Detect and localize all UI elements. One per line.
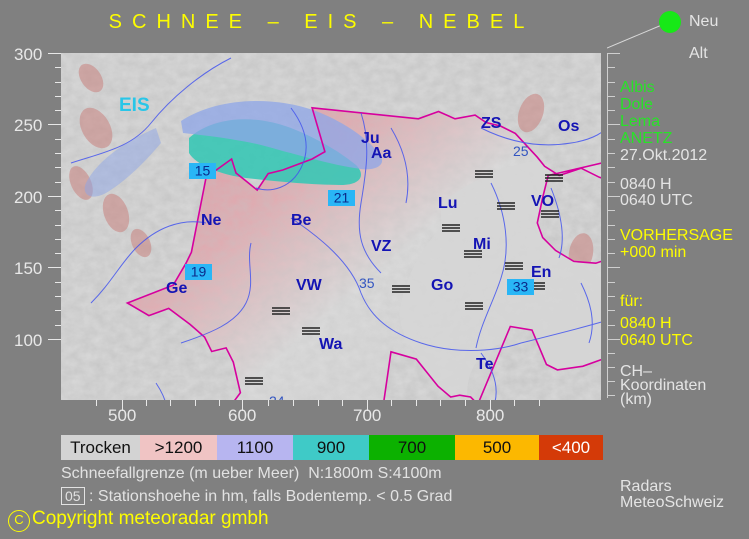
svg-text:VO: VO: [531, 193, 554, 210]
svg-text:Go: Go: [431, 277, 453, 294]
svg-text:Ge: Ge: [166, 280, 187, 297]
svg-text:VW: VW: [296, 277, 323, 294]
svg-text:24: 24: [269, 393, 285, 400]
svg-text:En: En: [531, 264, 551, 281]
svg-text:15: 15: [195, 163, 211, 179]
svg-text:35: 35: [359, 275, 375, 291]
svg-text:25: 25: [513, 143, 529, 159]
svg-text:Lu: Lu: [438, 195, 458, 212]
svg-text:Te: Te: [476, 356, 494, 373]
svg-text:Wa: Wa: [319, 336, 343, 353]
svg-text:33: 33: [513, 279, 529, 295]
svg-text:VZ: VZ: [371, 238, 392, 255]
svg-text:ZS: ZS: [481, 115, 502, 132]
svg-text:Be: Be: [291, 212, 312, 229]
svg-text:Ne: Ne: [201, 212, 222, 229]
svg-text:21: 21: [334, 190, 350, 206]
svg-text:Os: Os: [558, 118, 579, 135]
svg-text:Mi: Mi: [473, 236, 491, 253]
svg-text:EIS: EIS: [119, 95, 150, 116]
svg-text:19: 19: [191, 264, 207, 280]
svg-text:Aa: Aa: [371, 145, 392, 162]
